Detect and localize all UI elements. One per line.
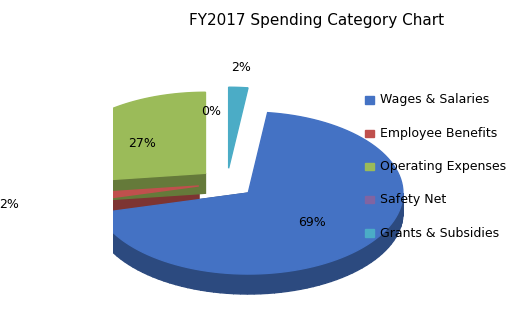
- Text: Grants & Subsidies: Grants & Subsidies: [380, 226, 500, 240]
- Polygon shape: [401, 200, 402, 224]
- Text: 27%: 27%: [128, 137, 155, 150]
- Polygon shape: [275, 272, 281, 293]
- Polygon shape: [113, 233, 117, 256]
- Polygon shape: [105, 223, 107, 246]
- Polygon shape: [138, 250, 143, 272]
- Polygon shape: [148, 255, 153, 277]
- Polygon shape: [117, 236, 121, 259]
- Polygon shape: [254, 274, 261, 294]
- Polygon shape: [248, 274, 254, 294]
- Polygon shape: [98, 113, 403, 274]
- Polygon shape: [379, 234, 382, 257]
- Polygon shape: [194, 269, 201, 290]
- Polygon shape: [100, 216, 102, 240]
- Polygon shape: [268, 273, 275, 293]
- Polygon shape: [357, 248, 362, 270]
- Polygon shape: [234, 274, 241, 294]
- Polygon shape: [307, 267, 313, 288]
- Polygon shape: [294, 269, 301, 290]
- Polygon shape: [176, 265, 182, 286]
- Polygon shape: [342, 255, 347, 277]
- Polygon shape: [362, 245, 367, 268]
- Polygon shape: [201, 270, 207, 291]
- Polygon shape: [107, 226, 110, 250]
- Polygon shape: [133, 247, 138, 270]
- Polygon shape: [388, 224, 391, 247]
- Polygon shape: [153, 257, 159, 279]
- Polygon shape: [227, 273, 234, 294]
- Polygon shape: [102, 220, 105, 243]
- Polygon shape: [261, 273, 268, 294]
- Polygon shape: [51, 92, 205, 183]
- Polygon shape: [241, 274, 248, 294]
- Polygon shape: [188, 268, 194, 289]
- Polygon shape: [336, 257, 342, 279]
- Bar: [365, 196, 374, 203]
- Polygon shape: [207, 271, 214, 292]
- Polygon shape: [214, 272, 220, 293]
- Polygon shape: [164, 261, 170, 283]
- Bar: [365, 130, 374, 137]
- Polygon shape: [125, 242, 129, 264]
- Text: Operating Expenses: Operating Expenses: [380, 160, 506, 173]
- Polygon shape: [49, 186, 199, 226]
- Text: 2%: 2%: [231, 61, 251, 74]
- Polygon shape: [399, 207, 400, 231]
- Polygon shape: [98, 193, 248, 233]
- Polygon shape: [400, 204, 401, 227]
- Polygon shape: [45, 186, 199, 216]
- Bar: [365, 163, 374, 170]
- Text: 2%: 2%: [0, 198, 19, 211]
- Polygon shape: [398, 211, 399, 234]
- Bar: [365, 229, 374, 237]
- Polygon shape: [170, 263, 176, 285]
- Polygon shape: [367, 242, 371, 265]
- Text: 0%: 0%: [201, 105, 222, 118]
- Text: Wages & Salaries: Wages & Salaries: [380, 93, 490, 107]
- Polygon shape: [385, 227, 388, 250]
- Polygon shape: [331, 259, 336, 281]
- Polygon shape: [391, 221, 394, 244]
- Polygon shape: [382, 230, 385, 254]
- Polygon shape: [45, 186, 199, 206]
- Text: FY2017 Spending Category Chart: FY2017 Spending Category Chart: [189, 13, 444, 28]
- Text: 69%: 69%: [298, 216, 326, 229]
- Polygon shape: [229, 87, 248, 168]
- Text: Employee Benefits: Employee Benefits: [380, 127, 498, 140]
- Polygon shape: [52, 173, 205, 203]
- Polygon shape: [121, 239, 125, 262]
- Polygon shape: [319, 263, 325, 285]
- Polygon shape: [371, 240, 375, 262]
- Polygon shape: [288, 270, 294, 291]
- Polygon shape: [375, 237, 379, 260]
- Polygon shape: [301, 268, 307, 289]
- Polygon shape: [182, 266, 188, 288]
- Polygon shape: [281, 271, 288, 292]
- Polygon shape: [143, 252, 148, 275]
- Polygon shape: [220, 273, 227, 293]
- Bar: [365, 96, 374, 104]
- Polygon shape: [353, 250, 357, 273]
- Polygon shape: [110, 230, 113, 253]
- Text: Safety Net: Safety Net: [380, 193, 447, 206]
- Polygon shape: [98, 213, 100, 236]
- Polygon shape: [159, 259, 164, 281]
- Polygon shape: [313, 265, 319, 287]
- Polygon shape: [347, 253, 353, 275]
- Polygon shape: [394, 217, 396, 241]
- Polygon shape: [325, 261, 331, 283]
- Polygon shape: [129, 244, 133, 267]
- Polygon shape: [396, 214, 398, 237]
